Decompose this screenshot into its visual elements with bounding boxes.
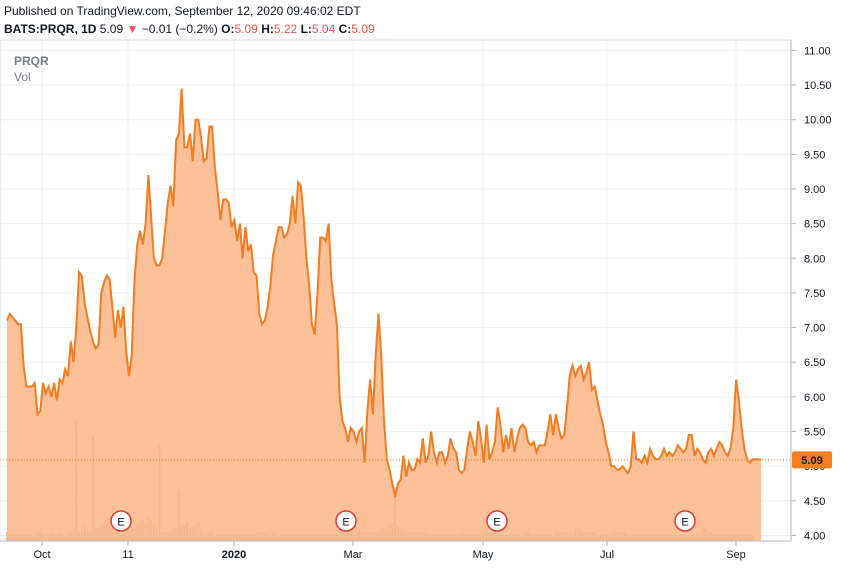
price-tick-label: 8.50 — [804, 219, 825, 231]
earnings-marker[interactable]: E — [486, 510, 508, 532]
low-value: 5.04 — [311, 22, 336, 36]
price-tick-label: 10.50 — [804, 80, 832, 92]
price-tick-label: 4.50 — [804, 496, 825, 508]
earnings-marker-label: E — [493, 517, 500, 529]
price-tick-label: 8.00 — [804, 253, 825, 265]
earnings-marker-circle — [110, 510, 132, 532]
price-tick-label: 7.00 — [804, 323, 825, 335]
down-arrow-icon: ▼ — [126, 22, 139, 36]
earnings-marker-label: E — [681, 517, 688, 529]
price-change: −0.01 (−0.2%) — [141, 22, 218, 36]
legend-volume: Vol — [14, 70, 31, 84]
last-price-tag-text: 5.09 — [801, 455, 822, 467]
earnings-marker[interactable]: E — [110, 510, 132, 532]
earnings-marker-label: E — [342, 517, 349, 529]
close-value: 5.09 — [351, 22, 375, 36]
earnings-marker[interactable]: E — [335, 510, 357, 532]
high-label: H: — [261, 22, 274, 36]
published-info: Published on TradingView.com, September … — [4, 4, 361, 18]
price-line — [6, 88, 762, 498]
time-tick-label: Oct — [33, 549, 50, 561]
time-tick-label: Mar — [344, 549, 363, 561]
open-label: O: — [221, 22, 235, 36]
price-tick-label: 10.00 — [804, 115, 832, 127]
price-tick-label: 6.50 — [804, 357, 825, 369]
open-value: 5.09 — [234, 22, 258, 36]
low-label: L: — [300, 22, 312, 36]
legend-symbol: PRQR — [14, 54, 49, 68]
price-tick-label: 6.00 — [804, 392, 825, 404]
time-tick-label: 11 — [122, 549, 133, 561]
price-tick-label: 7.50 — [804, 288, 825, 300]
close-label: C: — [338, 22, 352, 36]
earnings-marker-circle — [335, 510, 357, 532]
price-tick-label: 9.50 — [804, 149, 825, 161]
last-price: 5.09 — [99, 22, 124, 36]
symbol-label: BATS:PRQR, 1D — [4, 22, 97, 36]
price-tick-label: 5.50 — [804, 427, 825, 439]
last-price-tag-bg — [792, 451, 832, 469]
time-axis[interactable]: Oct 11 2020 Mar May Jul Sep — [33, 541, 746, 561]
earnings-marker[interactable]: E — [674, 510, 696, 532]
time-tick-label: Sep — [726, 549, 746, 561]
time-tick-label: 2020 — [222, 549, 246, 561]
earnings-marker-circle — [486, 510, 508, 532]
time-tick-label: Jul — [600, 549, 614, 561]
ohlc-header: BATS:PRQR, 1D 5.09 ▼ −0.01 (−0.2%) O:5.0… — [4, 22, 375, 36]
earnings-marker-label: E — [117, 517, 124, 529]
time-tick-label: May — [473, 549, 494, 561]
last-price-tag: 5.09 — [792, 451, 832, 469]
price-tick-label: 11.00 — [804, 45, 831, 57]
price-tick-label: 9.00 — [804, 184, 825, 196]
high-value: 5.22 — [273, 22, 298, 36]
price-tick-label: 4.00 — [804, 530, 825, 542]
price-area — [7, 88, 761, 541]
earnings-marker-circle — [674, 510, 696, 532]
